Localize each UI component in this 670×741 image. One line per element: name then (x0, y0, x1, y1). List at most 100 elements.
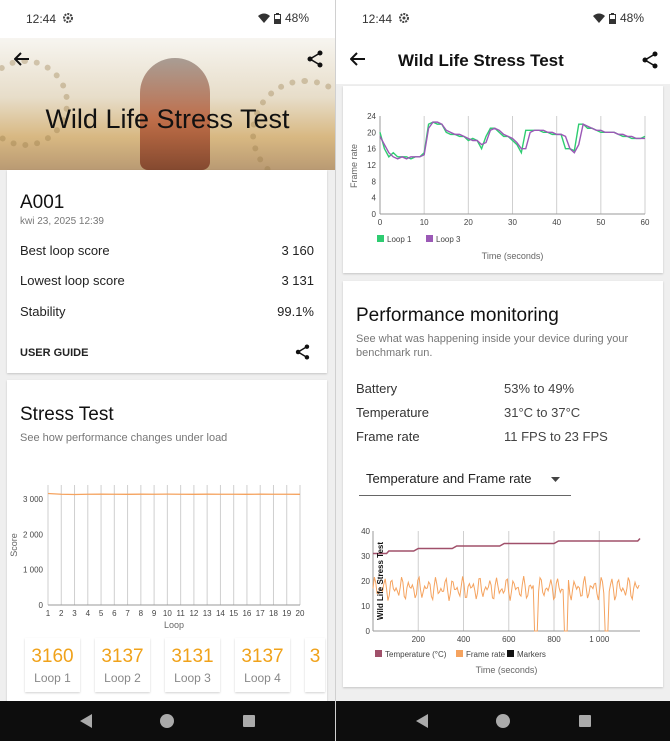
pm-framerate-row: Frame rate 11 FPS to 23 FPS (356, 429, 608, 444)
x-axis-label: Time (seconds) (482, 251, 544, 261)
loop-score-tile[interactable]: 3160 Loop 1 (25, 638, 80, 692)
nav-home-icon[interactable] (496, 714, 510, 728)
battery-percent: 48% (619, 11, 644, 25)
right-screen: 12:44 48% Wild Life Stress Test 0 10 20 30 4… (335, 0, 670, 741)
x-tick-label: 16 (242, 609, 251, 618)
battery-icon (273, 12, 281, 24)
pm-label: Battery (356, 381, 398, 396)
tile-score: 3131 (171, 646, 214, 667)
share-icon[interactable] (295, 344, 310, 360)
result-label: Stability (20, 304, 66, 319)
legend-label: Temperature (°C) (385, 650, 447, 659)
x-tick-label: 14 (216, 609, 225, 618)
gear-art (0, 58, 70, 148)
loop-score-tile[interactable]: 3 (305, 638, 325, 692)
status-time: 12:44 (362, 12, 393, 26)
y-axis-label: Score (9, 533, 19, 557)
x-tick-label: 600 (502, 635, 516, 644)
frame-rate-chart: 0 10 20 30 40 50 60 0 4 8 12 16 20 24 Frame rate Loop 1… (349, 112, 650, 261)
y-tick-label: 30 (361, 552, 370, 561)
nav-recents-icon[interactable] (579, 715, 591, 727)
navigation-bar (336, 701, 670, 741)
dropdown-selected: Temperature and Frame rate (366, 471, 532, 486)
x-tick-label: 4 (86, 609, 91, 618)
chart-title: Wild Life Stress Test (376, 542, 385, 620)
x-tick-label: 60 (641, 218, 650, 227)
loop-score-tile[interactable]: 3131 Loop 3 (165, 638, 220, 692)
navigation-bar (0, 701, 335, 741)
x-tick-label: 400 (457, 635, 471, 644)
y-tick-label: 24 (367, 112, 376, 121)
stability-row: Stability 99.1% (20, 304, 314, 319)
dropdown-arrow-icon (551, 477, 560, 482)
nav-recents-icon[interactable] (243, 715, 255, 727)
pm-value: 53% to 49% (504, 381, 575, 396)
x-tick-label: 9 (152, 609, 157, 618)
nav-home-icon[interactable] (160, 714, 174, 728)
x-tick-label: 0 (378, 218, 383, 227)
y-tick-label: 0 (39, 601, 44, 610)
x-tick-label: 20 (464, 218, 473, 227)
share-icon[interactable] (307, 50, 323, 68)
settings-status-icon (399, 13, 409, 23)
tile-score: 3137 (101, 646, 144, 667)
battery-percent: 48% (284, 11, 309, 25)
pm-subtitle: See what was happening inside your devic… (356, 333, 629, 359)
chart-metric-dropdown[interactable]: Temperature and Frame rate (359, 463, 571, 496)
y-tick-label: 20 (367, 128, 376, 137)
loop-score-tile[interactable]: 3137 Loop 2 (95, 638, 150, 692)
hero-banner: Wild Life Stress Test (0, 38, 335, 170)
y-tick-label: 10 (361, 602, 370, 611)
tile-label: Loop 2 (104, 671, 141, 685)
loop-score-tiles: 3160 Loop 1 3137 Loop 2 3131 Loop 3 3137 Loo… (25, 638, 325, 698)
x-tick-label: 40 (552, 218, 561, 227)
status-bar: 12:44 48% (0, 0, 335, 38)
loop-score-tile[interactable]: 3137 Loop 4 (235, 638, 290, 692)
x-tick-label: 11 (176, 609, 185, 618)
x-tick-label: 1 (46, 609, 51, 618)
pm-label: Temperature (356, 405, 429, 420)
x-tick-label: 13 (203, 609, 212, 618)
x-tick-label: 12 (189, 609, 198, 618)
hero-title: Wild Life Stress Test (45, 104, 290, 134)
x-tick-label: 15 (229, 609, 238, 618)
y-tick-label: 20 (361, 577, 370, 586)
x-axis-label: Loop (164, 620, 184, 630)
pm-label: Frame rate (356, 429, 420, 444)
wifi-icon (257, 13, 270, 23)
share-icon[interactable] (642, 51, 658, 69)
tile-score: 3 (309, 646, 321, 667)
x-tick-label: 10 (420, 218, 429, 227)
y-tick-label: 12 (367, 161, 376, 170)
result-value: 3 160 (281, 243, 314, 258)
legend-label: Loop 1 (387, 235, 412, 244)
x-tick-label: 3 (72, 609, 77, 618)
y-tick-label: 1 000 (23, 566, 44, 575)
legend-swatch (456, 650, 463, 657)
legend-label: Markers (517, 650, 546, 659)
x-tick-label: 7 (125, 609, 130, 618)
legend-swatch (375, 650, 382, 657)
pm-title: Performance monitoring (356, 305, 559, 326)
pm-battery-row: Battery 53% to 49% (356, 381, 574, 396)
frame-rate-series-line (372, 575, 640, 632)
back-arrow-icon[interactable] (14, 52, 30, 66)
user-guide-link[interactable]: USER GUIDE (20, 347, 89, 359)
stress-title: Stress Test (20, 404, 114, 425)
y-axis-label: Frame rate (349, 144, 359, 188)
page-title: Wild Life Stress Test (398, 51, 564, 70)
x-tick-label: 200 (412, 635, 426, 644)
tile-label: Loop 1 (34, 671, 71, 685)
nav-back-icon[interactable] (80, 714, 92, 728)
status-bar: 12:44 48% (336, 0, 670, 38)
stress-test-card: Stress Test See how performance changes … (7, 380, 327, 710)
back-arrow-icon[interactable] (350, 52, 366, 66)
battery-icon (608, 12, 616, 24)
result-value: 3 131 (281, 273, 314, 288)
x-tick-label: 8 (139, 609, 144, 618)
legend-swatch (377, 235, 384, 242)
y-tick-label: 16 (367, 145, 376, 154)
nav-back-icon[interactable] (416, 714, 428, 728)
result-value: 99.1% (277, 304, 314, 319)
best-loop-row: Best loop score 3 160 (20, 243, 314, 258)
